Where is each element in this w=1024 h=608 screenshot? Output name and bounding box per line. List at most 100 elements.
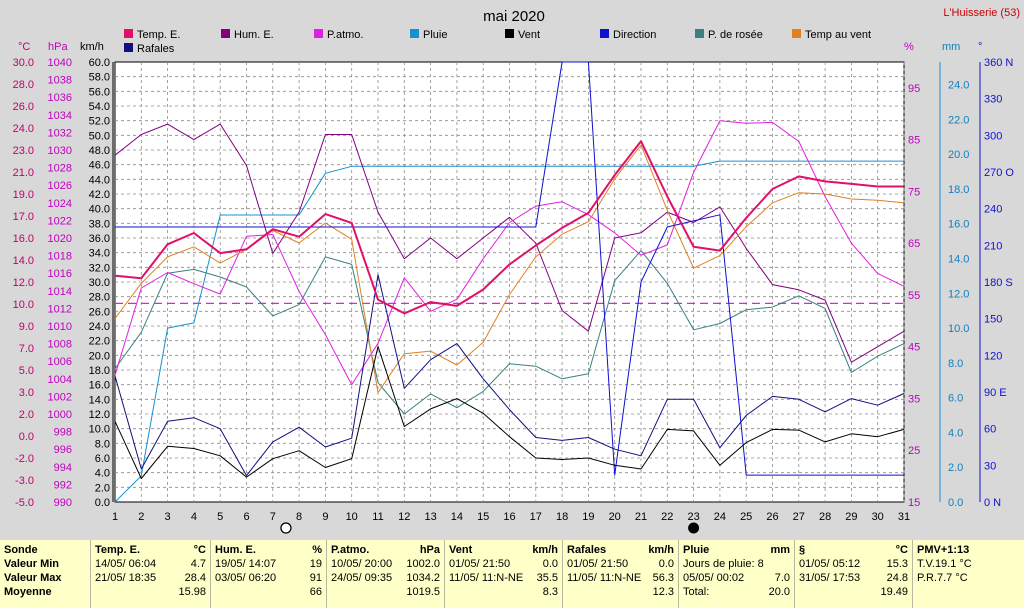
wind-tick-label: 36.0 — [89, 233, 110, 245]
vent-min-date: 01/05/ 21:50 — [449, 558, 511, 570]
x-axis: 1 2 3 4 5 6 7 8 9 10 11 12 13 14 15 16 17 18 19 20 21 22 23 24 2… — [112, 511, 910, 534]
pressure-tick-label: 1012 — [48, 303, 72, 315]
humidity-tick-label: 95 — [908, 83, 920, 95]
direction-tick-label: 300 — [984, 130, 1002, 142]
direction-tick-label: 270 O — [984, 167, 1014, 179]
temp-tick-label: 24.0 — [13, 123, 34, 135]
hum-max-date: 03/05/ 06:20 — [215, 572, 277, 584]
press-max-value: 1034.2 — [406, 572, 440, 584]
humidity-tick-label: 45 — [908, 342, 920, 354]
humidity-unit-label: % — [904, 41, 914, 53]
rain-tick-label: 12.0 — [948, 288, 969, 300]
day-tick-label: 19 — [582, 511, 594, 523]
wind-tick-label: 26.0 — [89, 306, 110, 318]
day-tick-label: 16 — [503, 511, 515, 523]
summary-press: P.atmo. hPa 10/05/ 20:00 1002.0 24/05/ 09:… — [326, 540, 444, 608]
rafales-avg-value: 12.3 — [652, 586, 674, 598]
direction-tick-label: 90 E — [984, 387, 1007, 399]
hum-max-value: 91 — [309, 572, 322, 584]
direction-tick-label: 150 — [984, 314, 1002, 326]
rain-tick-label: 10.0 — [948, 323, 969, 335]
temp-tick-label: 2.0 — [19, 409, 34, 421]
pressure-tick-label: 1018 — [48, 251, 72, 263]
vent-avg-value: 8.3 — [542, 586, 558, 598]
legend-label: P.atmo. — [327, 29, 364, 41]
pressure-unit-label: hPa — [48, 41, 68, 53]
sonde-max-label: Valeur Max — [4, 572, 62, 584]
hum-title: Hum. E. — [215, 544, 256, 556]
wind-tick-label: 28.0 — [89, 292, 110, 304]
pluie-total-value: 20.0 — [768, 586, 790, 598]
pmv-pr: P.R.7.7 °C — [917, 572, 968, 584]
rosee-max-date: 31/05/ 17:53 — [799, 572, 861, 584]
pressure-tick-label: 1020 — [48, 233, 72, 245]
legend-label: P. de rosée — [708, 29, 763, 41]
pmv-tv: T.V.19.1 °C — [917, 558, 972, 570]
humidity-tick-label: 25 — [908, 445, 920, 457]
pressure-tick-label: 1004 — [48, 374, 72, 386]
day-tick-label: 13 — [424, 511, 436, 523]
humidity-tick-label: 75 — [908, 186, 920, 198]
temp-tick-label: 10.0 — [13, 299, 34, 311]
temp-unit: °C — [193, 544, 206, 556]
rosee-unit: °C — [895, 544, 908, 556]
summary-rafales: Rafales km/h 01/05/ 21:50 0.0 11/05/ 11:N-… — [562, 540, 678, 608]
wind-tick-label: 8.0 — [95, 438, 110, 450]
wind-tick-label: 46.0 — [89, 160, 110, 172]
day-tick-label: 20 — [609, 511, 621, 523]
pressure-tick-label: 1002 — [48, 391, 72, 403]
temp-tick-label: -3.0 — [15, 475, 34, 487]
direction-tick-label: 330 — [984, 94, 1002, 106]
temp-tick-label: 26.0 — [13, 101, 34, 113]
humidity-tick-label: 15 — [908, 497, 920, 509]
day-tick-label: 7 — [270, 511, 276, 523]
day-tick-label: 11 — [372, 511, 383, 523]
pressure-tick-label: 1000 — [48, 409, 72, 421]
legend-label: Pluie — [423, 29, 447, 41]
rain-tick-label: 18.0 — [948, 184, 969, 196]
rain-tick-label: 4.0 — [948, 427, 963, 439]
day-tick-label: 22 — [661, 511, 673, 523]
pressure-tick-label: 1036 — [48, 92, 72, 104]
wind-unit-label: km/h — [80, 41, 104, 53]
pressure-tick-label: 1008 — [48, 339, 72, 351]
summary-vent: Vent km/h 01/05/ 21:50 0.0 11/05/ 11:N-NE 3… — [444, 540, 562, 608]
humidity-tick-label: 65 — [908, 238, 920, 250]
wind-tick-label: 52.0 — [89, 116, 110, 128]
pressure-tick-label: 1028 — [48, 163, 72, 175]
vent-max-value: 35.5 — [536, 572, 558, 584]
day-tick-label: 9 — [322, 511, 328, 523]
pressure-tick-label: 1034 — [48, 110, 72, 122]
series-line-temp-e — [114, 140, 904, 315]
summary-hum: Hum. E.% 19/05/ 14:07 19 03/05/ 06:20 91 6… — [210, 540, 326, 608]
temp-tick-label: 28.0 — [13, 79, 34, 91]
hum-avg-value: 66 — [309, 586, 322, 598]
legend-label: Temp au vent — [805, 29, 871, 41]
temp-tick-label: 17.0 — [13, 211, 34, 223]
summary-rosee: § °C 01/05/ 05:12 15.3 31/05/ 17:53 24.8 19… — [794, 540, 912, 608]
wind-tick-label: 22.0 — [89, 336, 110, 348]
vent-min-value: 0.0 — [542, 558, 558, 570]
temp-max-value: 28.4 — [184, 572, 206, 584]
rafales-max-date: 11/05/ 11:N-NE — [567, 572, 642, 584]
left-axes: 30.0 28.0 26.0 24.0 23.0 21.0 19.0 17.0 16.0 14.0… — [13, 57, 114, 509]
legend-swatch — [505, 29, 514, 38]
pressure-tick-label: 1032 — [48, 127, 72, 139]
wind-tick-label: 56.0 — [89, 86, 110, 98]
rafales-title: Rafales — [567, 544, 607, 556]
temp-tick-label: 12.0 — [13, 277, 34, 289]
full-moon-icon — [280, 522, 292, 534]
legend-label: Vent — [518, 29, 540, 41]
summary-pluie: Pluie mm Jours de pluie: 8 05/05/ 00:02 7.… — [678, 540, 794, 608]
day-tick-label: 25 — [740, 511, 752, 523]
wind-tick-label: 12.0 — [89, 409, 110, 421]
pressure-tick-label: 1026 — [48, 180, 72, 192]
temp-unit-label: °C — [18, 41, 30, 53]
temp-tick-label: 3.0 — [19, 387, 34, 399]
summary-sonde: Sonde Valeur Min Valeur Max Moyenne — [0, 540, 90, 608]
legend-swatch — [792, 29, 801, 38]
pressure-tick-label: 1038 — [48, 75, 72, 87]
direction-unit-label: ° — [978, 41, 982, 53]
pressure-tick-label: 1024 — [48, 198, 72, 210]
wind-tick-label: 60.0 — [89, 57, 110, 69]
